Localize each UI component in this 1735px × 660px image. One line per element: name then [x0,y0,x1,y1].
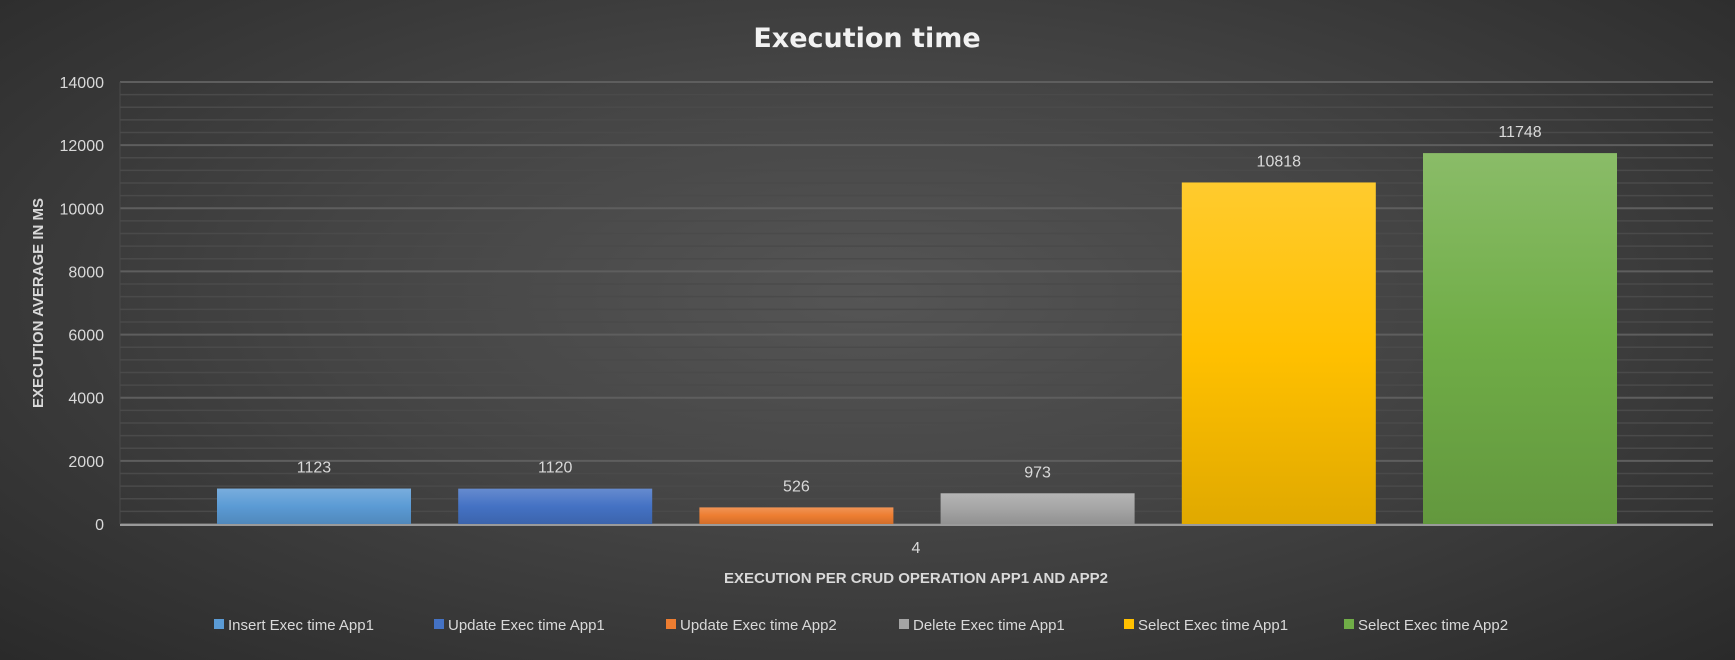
x-tick-label: 4 [912,540,921,557]
y-tick-label: 0 [95,517,104,534]
x-axis-title: EXECUTION PER CRUD OPERATION APP1 AND AP… [724,570,1108,587]
bar-insert-exec-time-app1 [217,488,411,524]
data-label: 526 [783,478,810,495]
legend-label: Update Exec time App2 [680,617,837,634]
data-label: 10818 [1257,153,1302,170]
y-tick-label: 10000 [60,201,105,218]
legend-label: Insert Exec time App1 [228,617,374,634]
legend-swatch [666,619,676,629]
legend-swatch [214,619,224,629]
legend-swatch [1124,619,1134,629]
bar-update-exec-time-app1 [458,488,653,524]
legend-swatch [434,619,444,629]
chart-title: Execution time [753,23,980,54]
legend-label: Select Exec time App2 [1358,617,1508,634]
bar-update-exec-time-app2 [699,507,894,524]
data-label: 973 [1024,464,1051,481]
legend-swatch [1344,619,1354,629]
legend-label: Select Exec time App1 [1138,617,1288,634]
bar-select-exec-time-app2 [1423,153,1617,524]
y-tick-label: 8000 [68,264,104,281]
y-tick-label: 6000 [68,328,104,345]
legend-swatch [899,619,909,629]
y-axis-title: EXECUTION AVERAGE IN MS [30,198,47,408]
bar-delete-exec-time-app1 [940,493,1135,524]
data-label: 1120 [538,460,573,477]
legend-label: Delete Exec time App1 [913,617,1065,634]
y-tick-label: 2000 [68,454,104,471]
data-label: 1123 [297,460,332,477]
y-tick-label: 14000 [60,75,105,92]
bar-select-exec-time-app1 [1181,182,1376,525]
y-tick-label: 12000 [60,138,105,155]
legend-label: Update Exec time App1 [448,617,605,634]
y-tick-label: 4000 [68,391,104,408]
data-label: 11748 [1498,124,1541,141]
